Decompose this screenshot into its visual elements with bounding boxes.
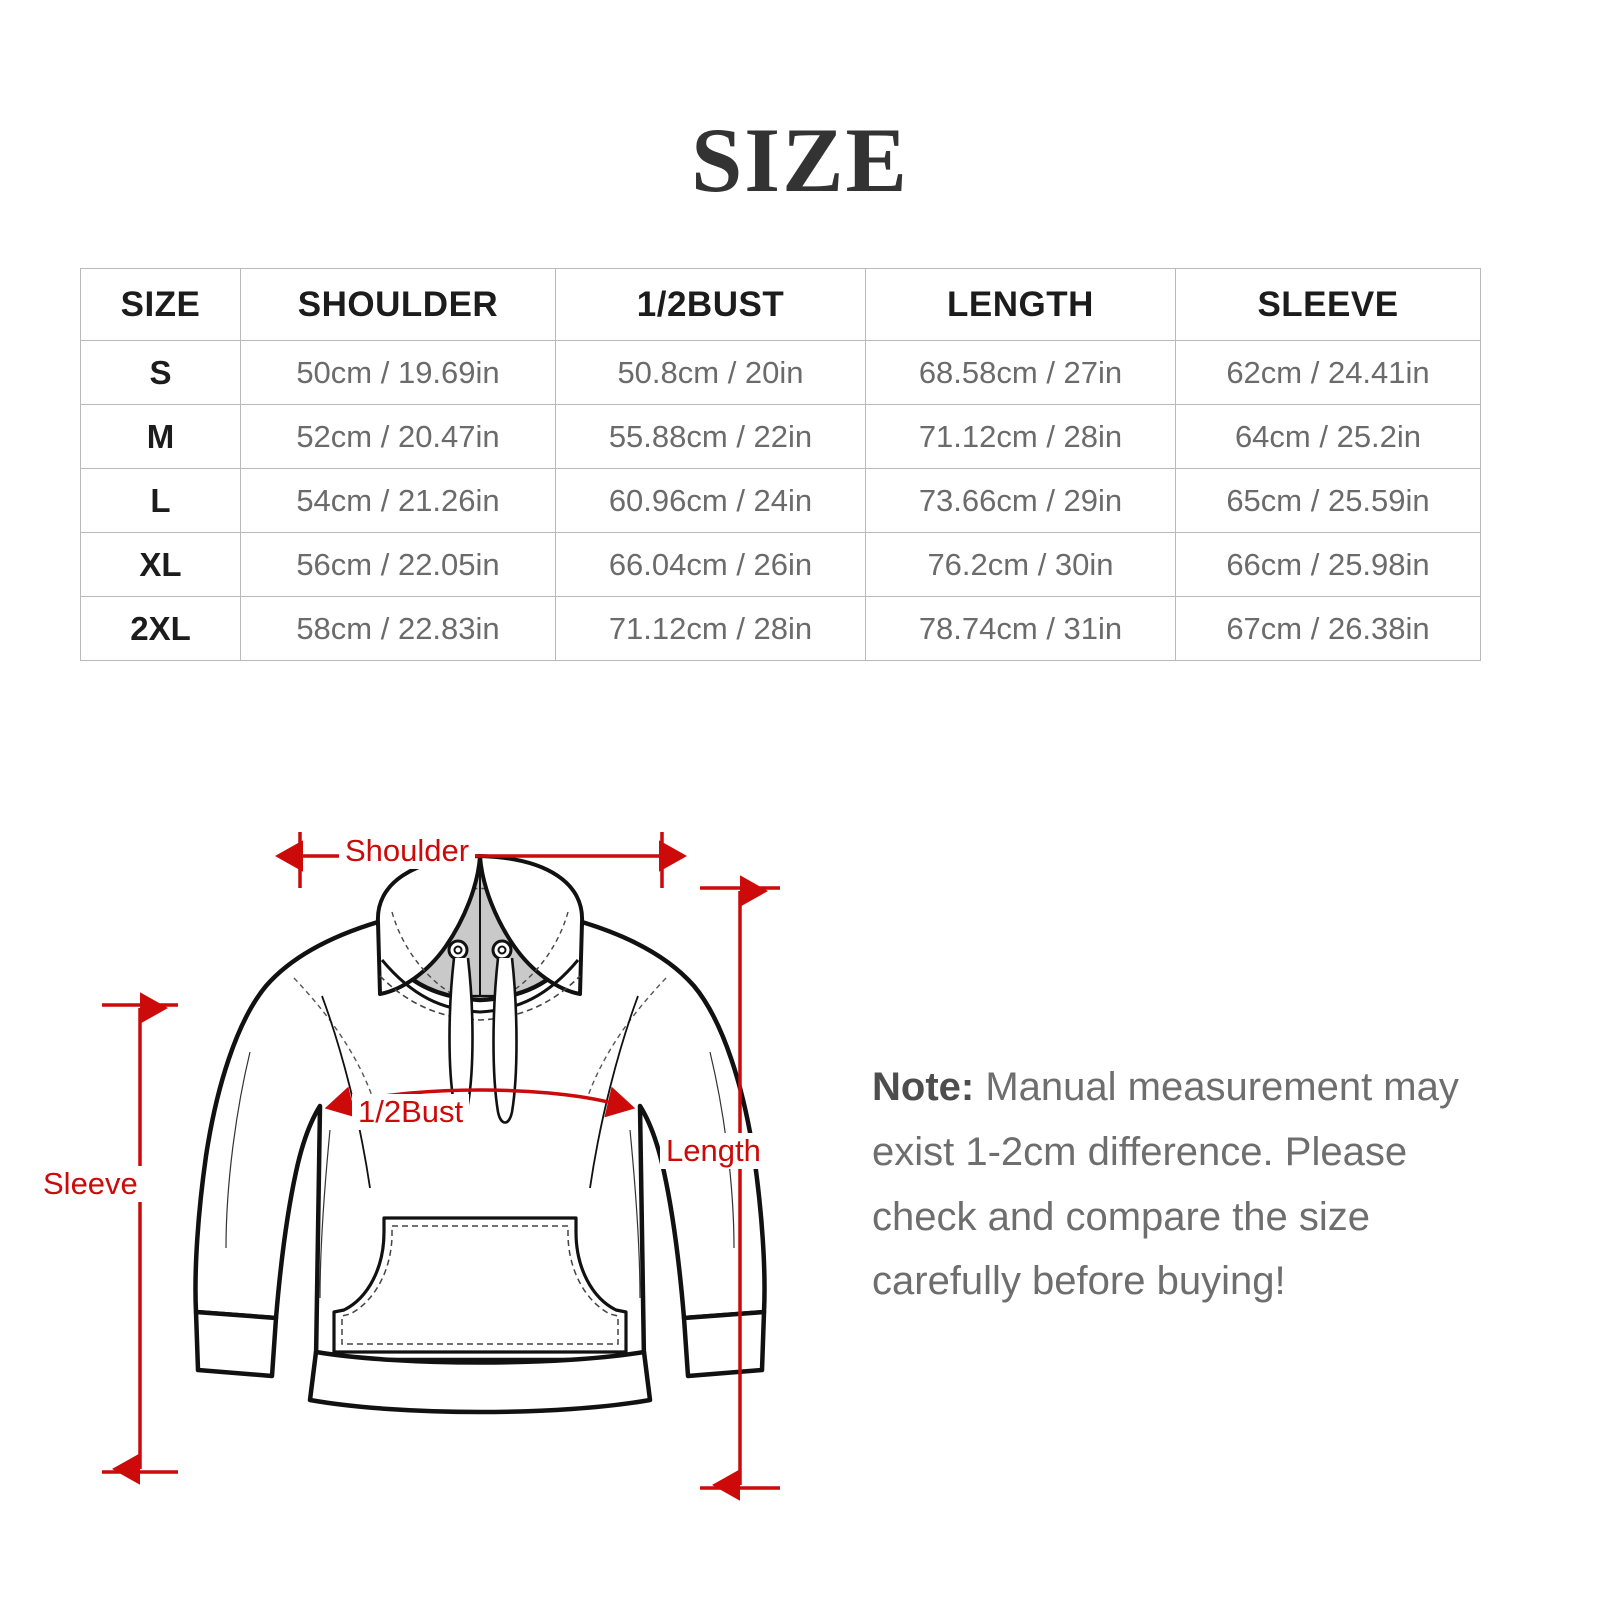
drawstring-eyelet-left: [453, 945, 463, 955]
cell-size: L: [80, 468, 241, 533]
cell-shoulder: 56cm / 22.05in: [240, 532, 556, 597]
cell-shoulder: 54cm / 21.26in: [240, 468, 556, 533]
cell-bust: 55.88cm / 22in: [555, 404, 866, 469]
table-body: S 50cm / 19.69in 50.8cm / 20in 68.58cm /…: [80, 340, 1481, 661]
table-row: M 52cm / 20.47in 55.88cm / 22in 71.12cm …: [80, 404, 1481, 469]
neckline-stitch: [379, 975, 581, 1021]
table-row: XL 56cm / 22.05in 66.04cm / 26in 76.2cm …: [80, 532, 1481, 597]
hood-right-stitch: [507, 911, 569, 995]
table-row: S 50cm / 19.69in 50.8cm / 20in 68.58cm /…: [80, 340, 1481, 405]
page-title: SIZE: [691, 109, 909, 211]
cell-sleeve: 66cm / 25.98in: [1175, 532, 1481, 597]
left-sleeve-crease: [319, 1129, 331, 1299]
hoodie-illustration: [193, 854, 767, 1415]
neck-band: [380, 959, 580, 1014]
size-chart-table-container: SIZE SHOULDER 1/2BUST LENGTH SLEEVE S 50…: [80, 268, 1481, 661]
cell-shoulder: 52cm / 20.47in: [240, 404, 556, 469]
right-cuff: [681, 1309, 767, 1379]
cell-shoulder: 58cm / 22.83in: [240, 596, 556, 661]
note-label: Note:: [872, 1065, 975, 1109]
cell-shoulder: 50cm / 19.69in: [240, 340, 556, 405]
cell-bust: 60.96cm / 24in: [555, 468, 866, 533]
column-header-size: SIZE: [80, 268, 241, 341]
cell-size: M: [80, 404, 241, 469]
cell-length: 68.58cm / 27in: [865, 340, 1176, 405]
cell-bust: 66.04cm / 26in: [555, 532, 866, 597]
left-cuff: [193, 1309, 279, 1379]
sleeve-measurement-label: Sleeve: [37, 1166, 144, 1202]
drawstring-right: [492, 957, 518, 1124]
hood-left-panel: [375, 854, 482, 996]
cell-length: 73.66cm / 29in: [865, 468, 1176, 533]
right-sleeve-crease: [629, 1129, 641, 1299]
measurement-diagram: [80, 800, 880, 1520]
shoulder-measurement-label: Shoulder: [339, 833, 476, 869]
hood-left-stitch: [391, 911, 453, 995]
cell-length: 78.74cm / 31in: [865, 596, 1176, 661]
drawstring-eyelet-right: [497, 945, 507, 955]
column-header-bust: 1/2BUST: [555, 268, 866, 341]
column-header-sleeve: SLEEVE: [1175, 268, 1481, 341]
cell-sleeve: 64cm / 25.2in: [1175, 404, 1481, 469]
length-measurement-label: Length: [660, 1133, 767, 1169]
cell-size: XL: [80, 532, 241, 597]
cell-bust: 71.12cm / 28in: [555, 596, 866, 661]
size-chart-table: SIZE SHOULDER 1/2BUST LENGTH SLEEVE S 50…: [80, 268, 1481, 661]
column-header-shoulder: SHOULDER: [240, 268, 556, 341]
hood-right-panel: [478, 854, 585, 996]
note-text: Manual measurement may exist 1-2cm diffe…: [872, 1065, 1459, 1304]
kangaroo-pocket: [332, 1216, 628, 1354]
cell-length: 76.2cm / 30in: [865, 532, 1176, 597]
right-shoulder-seam: [587, 977, 667, 1097]
column-header-length: LENGTH: [865, 268, 1176, 341]
table-row: 2XL 58cm / 22.83in 71.12cm / 28in 78.74c…: [80, 596, 1481, 661]
bottom-hem-band: [307, 1349, 653, 1415]
pocket-stitch: [341, 1225, 619, 1345]
left-sleeve-fold: [225, 1051, 251, 1249]
note-block: Note: Manual measurement may exist 1-2cm…: [872, 1055, 1492, 1314]
cell-sleeve: 62cm / 24.41in: [1175, 340, 1481, 405]
table-row: L 54cm / 21.26in 60.96cm / 24in 73.66cm …: [80, 468, 1481, 533]
left-shoulder-seam: [293, 977, 373, 1097]
cell-length: 71.12cm / 28in: [865, 404, 1176, 469]
half-bust-measurement-label: 1/2Bust: [352, 1094, 470, 1130]
cell-sleeve: 67cm / 26.38in: [1175, 596, 1481, 661]
table-header: SIZE SHOULDER 1/2BUST LENGTH SLEEVE: [80, 268, 1481, 341]
cell-size: S: [80, 340, 241, 405]
table-header-row: SIZE SHOULDER 1/2BUST LENGTH SLEEVE: [80, 268, 1481, 341]
cell-bust: 50.8cm / 20in: [555, 340, 866, 405]
cell-size: 2XL: [80, 596, 241, 661]
cell-sleeve: 65cm / 25.59in: [1175, 468, 1481, 533]
